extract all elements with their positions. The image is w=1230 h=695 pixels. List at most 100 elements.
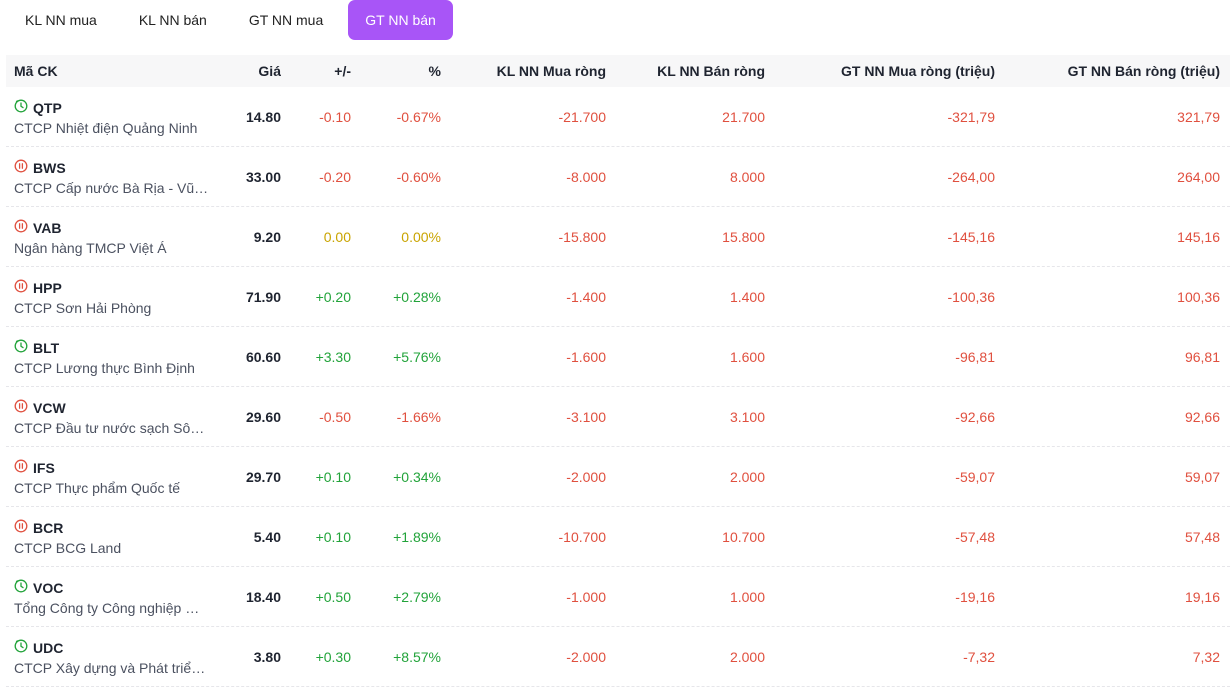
symbol-cell: VCW CTCP Đầu tư nước sạch Sông Đà (6, 398, 211, 436)
tab-gt-nn-ban[interactable]: GT NN bán (348, 0, 453, 40)
tab-bar: KL NN mua KL NN bán GT NN mua GT NN bán (8, 0, 453, 40)
gt-sell-cell: 264,00 (1177, 168, 1220, 185)
company-name: CTCP Sơn Hải Phòng (14, 299, 152, 316)
table-row[interactable]: VOC Tổng Công ty Công nghiệp Dầu thực vật… (6, 567, 1230, 627)
gt-buy-cell: -7,32 (963, 648, 995, 665)
header-kl-buy[interactable]: KL NN Mua ròng (496, 63, 606, 79)
header-change[interactable]: +/- (334, 63, 351, 79)
kl-sell-cell: 2.000 (729, 468, 765, 485)
percent-cell: -1.66% (396, 408, 441, 425)
table-row[interactable]: BWS CTCP Cấp nước Bà Rịa - Vũng Tàu 33.00 -… (6, 147, 1230, 207)
gt-buy-cell: -57,48 (955, 528, 995, 545)
table-row[interactable]: QTP CTCP Nhiệt điện Quảng Ninh 14.80 -0.10 -… (6, 87, 1230, 147)
company-name: Ngân hàng TMCP Việt Á (14, 239, 167, 256)
change-cell: +0.10 (315, 468, 351, 485)
company-name: CTCP Nhiệt điện Quảng Ninh (14, 119, 198, 136)
tab-kl-nn-ban[interactable]: KL NN bán (138, 12, 207, 28)
percent-cell: +0.34% (393, 468, 441, 485)
foreign-trading-table: Mã CK Giá +/- % KL NN Mua ròng KL NN Bán… (6, 55, 1230, 687)
symbol-code[interactable]: UDC (33, 639, 64, 656)
table-row[interactable]: VAB Ngân hàng TMCP Việt Á 9.20 0.00 0.00% -15… (6, 207, 1230, 267)
percent-cell: 0.00% (401, 228, 441, 245)
kl-sell-cell: 8.000 (729, 168, 765, 185)
change-cell: 0.00 (323, 228, 351, 245)
gt-buy-cell: -92,66 (955, 408, 995, 425)
kl-sell-cell: 10.700 (722, 528, 765, 545)
gt-buy-cell: -59,07 (955, 468, 995, 485)
symbol-line: UDC (14, 638, 211, 658)
gt-buy-cell: -19,16 (955, 588, 995, 605)
gt-sell-cell: 19,16 (1184, 588, 1220, 605)
percent-cell: +8.57% (393, 648, 441, 665)
symbol-cell: QTP CTCP Nhiệt điện Quảng Ninh (6, 98, 211, 136)
price-cell: 14.80 (245, 108, 281, 125)
header-gt-sell[interactable]: GT NN Bán ròng (triệu) (1067, 63, 1220, 79)
gt-sell-cell: 100,36 (1177, 288, 1220, 305)
symbol-code[interactable]: IFS (33, 459, 55, 476)
company-name: CTCP Cấp nước Bà Rịa - Vũng Tàu (14, 179, 209, 196)
header-price[interactable]: Giá (258, 63, 281, 79)
kl-sell-cell: 15.800 (722, 228, 765, 245)
table-row[interactable]: HPP CTCP Sơn Hải Phòng 71.90 +0.20 +0.28% -1.… (6, 267, 1230, 327)
symbol-code[interactable]: VAB (33, 219, 62, 236)
company-name: CTCP Đầu tư nước sạch Sông Đà (14, 419, 209, 436)
symbol-code[interactable]: BCR (33, 519, 64, 536)
change-cell: -0.10 (319, 108, 351, 125)
symbol-code[interactable]: VOC (33, 579, 64, 596)
kl-buy-cell: -2.000 (566, 648, 606, 665)
kl-buy-cell: -21.700 (558, 108, 606, 125)
gt-buy-cell: -264,00 (947, 168, 995, 185)
symbol-cell: VOC Tổng Công ty Công nghiệp Dầu thực vật… (6, 578, 211, 616)
symbol-line: HPP (14, 278, 211, 298)
percent-cell: +0.28% (393, 288, 441, 305)
price-cell: 5.40 (253, 528, 281, 545)
symbol-cell: BLT CTCP Lương thực Bình Định (6, 338, 211, 376)
symbol-code[interactable]: BWS (33, 159, 66, 176)
pause-icon (14, 279, 28, 296)
table-body: QTP CTCP Nhiệt điện Quảng Ninh 14.80 -0.10 -… (6, 87, 1230, 687)
header-kl-sell[interactable]: KL NN Bán ròng (657, 63, 765, 79)
table-row[interactable]: VCW CTCP Đầu tư nước sạch Sông Đà 29.60 -0.… (6, 387, 1230, 447)
symbol-code[interactable]: BLT (33, 339, 60, 356)
pause-icon (14, 399, 28, 416)
change-cell: +0.20 (315, 288, 351, 305)
header-gt-buy[interactable]: GT NN Mua ròng (triệu) (841, 63, 995, 79)
change-cell: -0.50 (319, 408, 351, 425)
kl-sell-cell: 1.000 (729, 588, 765, 605)
symbol-line: BCR (14, 518, 211, 538)
table-row[interactable]: BCR CTCP BCG Land 5.40 +0.10 +1.89% -10.700 10… (6, 507, 1230, 567)
pause-icon (14, 159, 28, 176)
table-row[interactable]: BLT CTCP Lương thực Bình Định 60.60 +3.30 +5… (6, 327, 1230, 387)
table-row[interactable]: IFS CTCP Thực phẩm Quốc tế 29.70 +0.10 +0.34… (6, 447, 1230, 507)
percent-cell: +1.89% (393, 528, 441, 545)
change-cell: +0.50 (315, 588, 351, 605)
symbol-cell: VAB Ngân hàng TMCP Việt Á (6, 218, 211, 256)
kl-sell-cell: 1.600 (729, 348, 765, 365)
symbol-code[interactable]: VCW (33, 399, 66, 416)
symbol-code[interactable]: QTP (33, 99, 62, 116)
tab-gt-nn-mua[interactable]: GT NN mua (248, 12, 324, 28)
tab-kl-nn-mua[interactable]: KL NN mua (25, 12, 97, 28)
gt-buy-cell: -96,81 (955, 348, 995, 365)
table-row[interactable]: UDC CTCP Xây dựng và Phát triển Đô thị 3.8… (6, 627, 1230, 687)
price-cell: 71.90 (245, 288, 281, 305)
kl-sell-cell: 3.100 (729, 408, 765, 425)
pause-icon (14, 519, 28, 536)
gt-sell-cell: 59,07 (1184, 468, 1220, 485)
price-cell: 18.40 (245, 588, 281, 605)
kl-buy-cell: -1.400 (566, 288, 606, 305)
percent-cell: +2.79% (393, 588, 441, 605)
price-cell: 33.00 (245, 168, 281, 185)
company-name: Tổng Công ty Công nghiệp Dầu thực vật Vi… (14, 599, 209, 616)
header-symbol[interactable]: Mã CK (14, 63, 58, 79)
price-cell: 3.80 (253, 648, 281, 665)
symbol-line: BLT (14, 338, 211, 358)
header-percent[interactable]: % (428, 63, 441, 79)
symbol-cell: HPP CTCP Sơn Hải Phòng (6, 278, 211, 316)
kl-sell-cell: 1.400 (729, 288, 765, 305)
company-name: CTCP Xây dựng và Phát triển Đô thị (14, 659, 209, 676)
symbol-code[interactable]: HPP (33, 279, 62, 296)
gt-sell-cell: 92,66 (1184, 408, 1220, 425)
price-cell: 60.60 (245, 348, 281, 365)
gt-sell-cell: 57,48 (1184, 528, 1220, 545)
